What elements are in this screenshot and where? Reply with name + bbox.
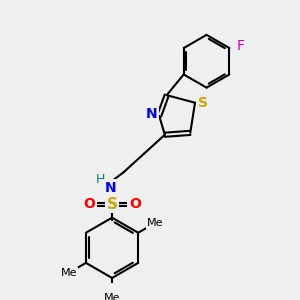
- Text: F: F: [237, 39, 245, 53]
- Text: Me: Me: [104, 293, 120, 300]
- Text: Me: Me: [147, 218, 164, 228]
- Text: O: O: [83, 197, 95, 212]
- Text: Me: Me: [61, 268, 77, 278]
- Text: S: S: [106, 197, 118, 212]
- Text: O: O: [129, 197, 141, 212]
- Text: N: N: [146, 107, 158, 121]
- Text: S: S: [197, 96, 208, 110]
- Text: N: N: [104, 181, 116, 194]
- Text: H: H: [96, 173, 106, 187]
